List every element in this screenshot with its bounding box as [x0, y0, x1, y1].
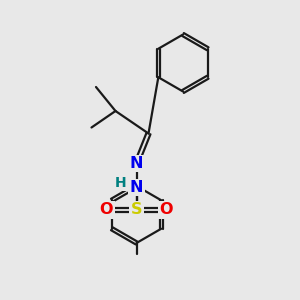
Text: O: O [100, 202, 113, 217]
Text: O: O [160, 202, 173, 217]
Text: H: H [115, 176, 127, 190]
Text: S: S [131, 202, 142, 217]
Text: N: N [130, 156, 143, 171]
Text: N: N [130, 180, 143, 195]
